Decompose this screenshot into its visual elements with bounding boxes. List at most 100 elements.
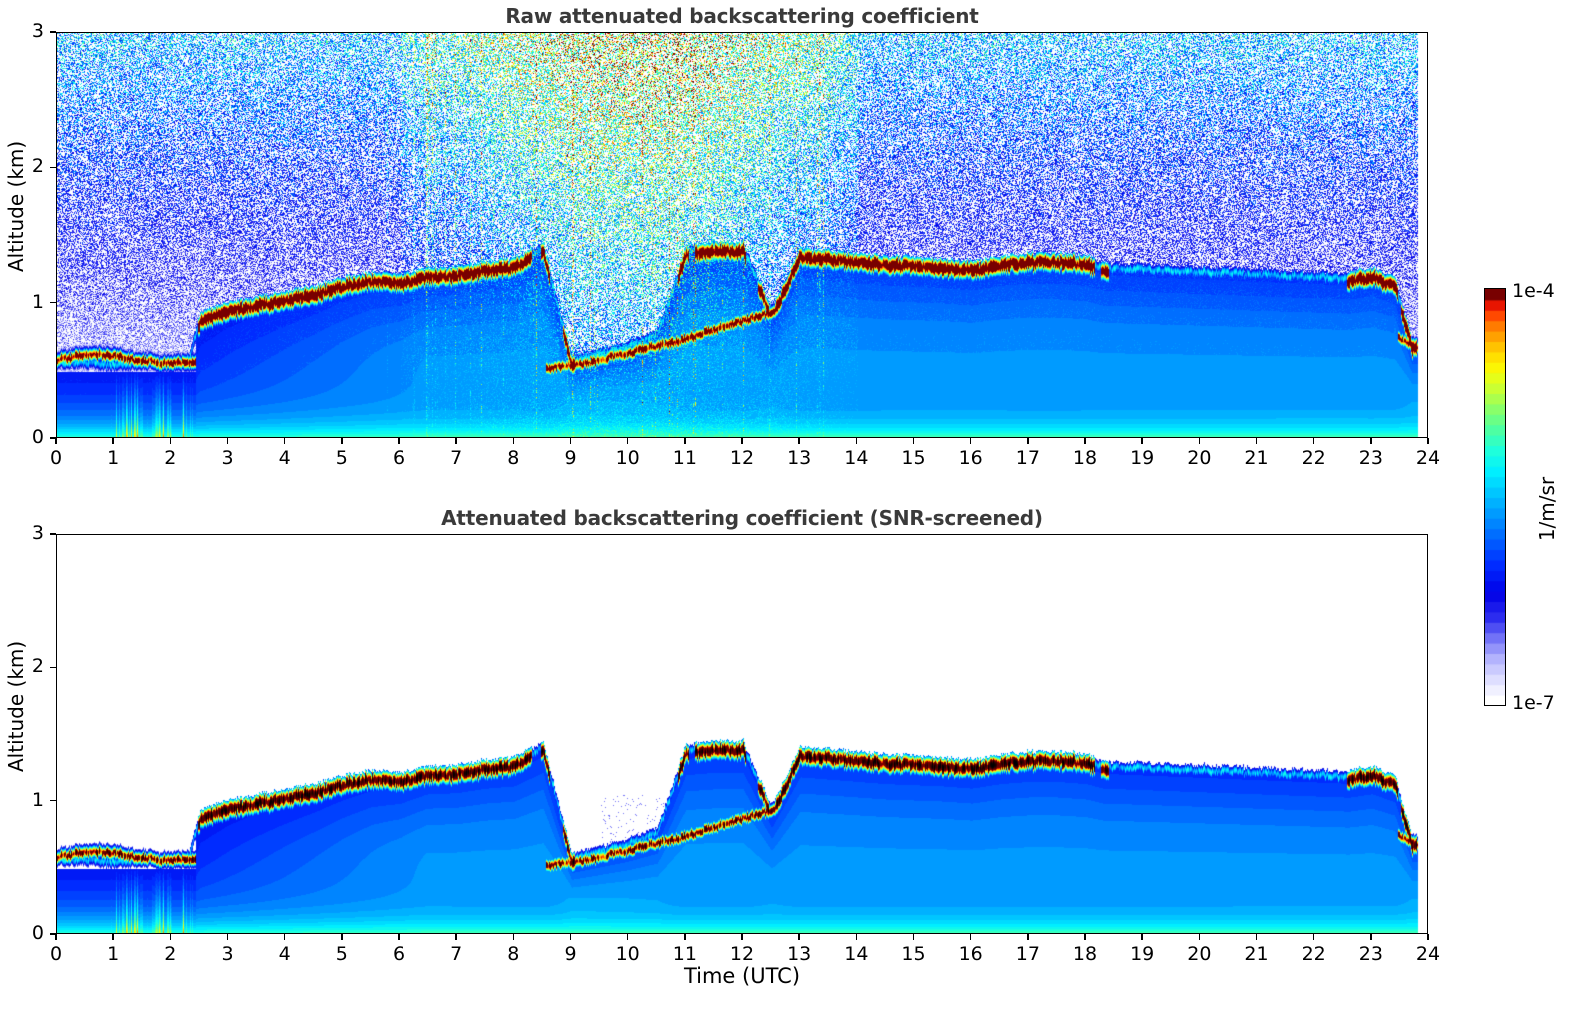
x-tick-label-raw-7: 7 [450,447,463,469]
x-tick-label-raw-5: 5 [335,447,348,469]
x-tick-label-raw-6: 6 [392,447,406,469]
x-tick-raw-2 [169,438,172,444]
x-tick-screened-21 [1255,934,1258,940]
x-tick-label-raw-11: 11 [672,447,697,469]
y-tick-label-raw-3: 3 [31,20,44,42]
y-tick-raw-1 [50,301,56,304]
x-tick-label-raw-22: 22 [1301,447,1326,469]
x-tick-raw-10 [626,438,629,444]
y-tick-screened-0 [50,933,56,935]
x-tick-screened-5 [341,934,343,940]
x-tick-screened-8 [512,934,515,940]
y-tick-raw-3 [50,31,56,33]
y-tick-screened-2 [50,666,56,669]
y-tick-screened-1 [50,799,56,802]
x-tick-raw-4 [283,438,286,444]
x-tick-screened-6 [398,934,400,940]
x-tick-label-raw-13: 13 [787,447,812,469]
y-tick-raw-2 [50,166,56,169]
x-tick-label-screened-2: 2 [164,943,177,965]
x-tick-screened-1 [112,934,114,940]
x-tick-label-raw-14: 14 [844,447,869,469]
x-tick-raw-12 [741,438,743,444]
x-tick-raw-3 [226,438,229,444]
x-tick-raw-19 [1141,438,1143,444]
x-tick-label-raw-12: 12 [729,447,755,469]
x-tick-screened-12 [741,934,743,940]
x-tick-label-screened-20: 20 [1187,943,1212,965]
colorbar-max-label: 1e-4 [1512,280,1555,302]
x-tick-label-raw-10: 10 [615,447,640,469]
x-tick-label-raw-20: 20 [1187,447,1212,469]
x-tick-label-raw-0: 0 [49,447,63,469]
x-tick-label-raw-17: 17 [1015,447,1040,469]
x-tick-label-screened-12: 12 [729,943,755,965]
x-tick-label-screened-24: 24 [1415,943,1441,965]
x-tick-screened-22 [1312,934,1315,940]
x-tick-raw-24 [1427,438,1429,444]
colorbar-min-label: 1e-7 [1512,692,1555,714]
panel-title-screened: Attenuated backscattering coefficient (S… [441,506,1043,530]
x-tick-label-screened-6: 6 [392,943,406,965]
x-tick-raw-7 [455,438,457,444]
x-tick-raw-9 [569,438,572,444]
x-tick-screened-9 [569,934,572,940]
x-tick-label-raw-3: 3 [221,447,234,469]
x-tick-raw-17 [1027,438,1029,444]
x-tick-label-screened-7: 7 [450,943,463,965]
x-tick-label-raw-18: 18 [1072,447,1098,469]
x-tick-label-screened-10: 10 [615,943,640,965]
y-tick-label-raw-0: 0 [31,426,44,448]
x-tick-screened-3 [226,934,229,940]
x-tick-raw-16 [969,438,972,444]
x-tick-label-screened-22: 22 [1301,943,1326,965]
plot-area-screened [56,534,1428,934]
x-tick-screened-24 [1427,934,1429,940]
x-tick-raw-5 [341,438,343,444]
x-tick-raw-11 [684,438,686,444]
x-tick-screened-14 [855,934,858,940]
x-axis-label-time: Time (UTC) [683,964,801,988]
x-tick-label-screened-1: 1 [107,943,120,965]
x-tick-raw-21 [1255,438,1258,444]
plot-area-raw [56,32,1428,438]
x-tick-screened-10 [626,934,629,940]
heatmap-canvas-raw [57,33,1427,437]
x-tick-label-screened-21: 21 [1244,943,1269,965]
y-tick-label-screened-1: 1 [31,788,44,811]
x-tick-raw-1 [112,438,114,444]
y-tick-label-screened-0: 0 [31,922,44,944]
x-tick-label-screened-5: 5 [335,943,348,965]
x-tick-screened-0 [55,934,57,940]
y-tick-label-screened-2: 2 [31,655,44,678]
x-tick-label-raw-2: 2 [164,447,177,469]
x-tick-label-screened-0: 0 [49,943,63,965]
x-tick-label-screened-18: 18 [1072,943,1098,965]
colorbar-unit-label: 1/m/sr [1535,476,1559,542]
x-tick-raw-14 [855,438,858,444]
x-tick-label-screened-8: 8 [507,943,520,965]
x-tick-label-screened-16: 16 [958,943,983,965]
x-tick-label-screened-11: 11 [672,943,697,965]
y-tick-raw-0 [50,437,56,439]
x-tick-label-screened-13: 13 [787,943,812,965]
heatmap-canvas-screened [57,535,1427,933]
x-tick-label-screened-17: 17 [1015,943,1040,965]
colorbar [1484,288,1506,706]
x-tick-label-raw-24: 24 [1415,447,1441,469]
x-tick-screened-15 [912,934,915,940]
x-tick-raw-0 [55,438,57,444]
x-tick-screened-23 [1370,934,1372,940]
x-tick-raw-6 [398,438,400,444]
x-tick-label-screened-15: 15 [901,943,926,965]
x-tick-screened-19 [1141,934,1143,940]
x-tick-raw-13 [798,438,800,444]
x-tick-screened-11 [684,934,686,940]
x-tick-label-screened-4: 4 [278,943,291,965]
x-tick-label-screened-9: 9 [564,943,577,965]
panel-title-raw: Raw attenuated backscattering coefficien… [505,4,979,28]
x-tick-screened-16 [969,934,972,940]
x-tick-label-raw-1: 1 [107,447,120,469]
x-tick-label-raw-4: 4 [278,447,291,469]
